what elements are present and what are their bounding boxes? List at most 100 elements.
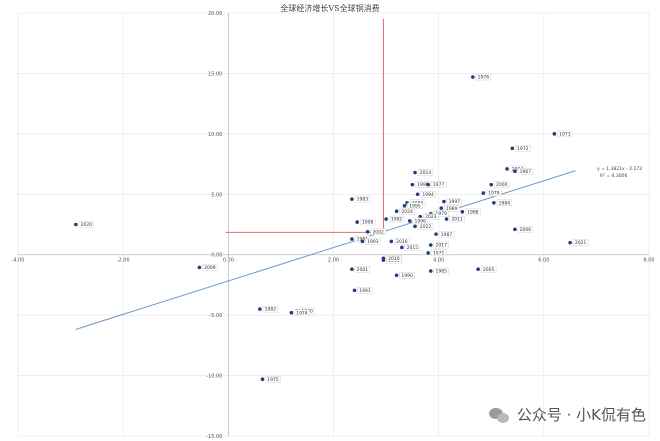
point-marker (350, 267, 354, 272)
point-label: 2020 (81, 222, 93, 228)
data-point-2021: 2021 (568, 239, 589, 246)
point-label-box (354, 195, 371, 203)
point-label: 1981 (357, 237, 369, 243)
x-tick-label: 8.00 (643, 258, 654, 264)
x-tick-label: -4.00 (12, 258, 25, 264)
x-tick-label: 4.00 (433, 258, 444, 264)
axes: -4.00 -2.00 0.00 2.00 4.00 6.00 8.00 -15.00 -10.… (12, 11, 655, 440)
point-marker (476, 267, 480, 272)
trendline (75, 170, 576, 330)
data-point-1972: 1972 (510, 145, 531, 152)
point-marker (381, 256, 386, 261)
point-marker (442, 199, 446, 204)
data-point-1973: 1973 (552, 130, 573, 138)
point-label: 1998 (362, 220, 374, 226)
point-marker (428, 269, 433, 273)
point-label-box (415, 181, 431, 188)
point-label: 2002 (372, 229, 384, 235)
point-label-box (357, 287, 373, 294)
point-label: 1967 (520, 169, 532, 175)
point-label-box (496, 199, 513, 206)
point-label: 1973 (559, 131, 571, 137)
point-marker (258, 307, 262, 311)
y-tick-label: 5.00 (211, 192, 222, 198)
point-label: 2024 (401, 209, 413, 215)
point-marker (360, 239, 365, 244)
data-point-2016: 2016 (389, 238, 410, 245)
point-label: 2001 (357, 267, 369, 273)
y-tick-label: -10.00 (206, 374, 222, 380)
chart-title: 全球经济增长VS全球铜消费 (280, 3, 379, 13)
y-tick-label: -5.00 (209, 313, 222, 319)
point-label: 2016 (396, 239, 408, 245)
point-label-box (386, 255, 402, 262)
point-label: 1995 (409, 203, 421, 209)
data-point-2005: 2005 (476, 266, 497, 273)
point-marker (460, 210, 465, 214)
point-label-box (365, 238, 381, 245)
point-marker (426, 251, 430, 255)
point-marker (413, 224, 417, 229)
y-tick-label: 20.00 (208, 11, 222, 17)
data-point-1997: 1997 (442, 198, 463, 205)
point-label-box (262, 305, 279, 313)
point-label-box (465, 208, 481, 216)
point-label: 2014 (420, 170, 432, 176)
point-marker (489, 182, 494, 187)
point-marker (428, 243, 433, 247)
data-point-1967: 1967 (513, 168, 534, 175)
data-point-1999: 1999 (410, 181, 431, 188)
data-point-1988: 1988 (460, 208, 481, 216)
point-label: 1983 (357, 197, 369, 203)
point-label: 2005 (483, 267, 495, 273)
point-marker (434, 232, 438, 236)
point-marker (439, 206, 444, 210)
data-point-1995: 1995 (402, 202, 423, 209)
point-label-box (407, 202, 423, 209)
point-label-box (433, 267, 449, 275)
point-marker (413, 170, 417, 175)
point-marker (289, 310, 294, 315)
point-label: 1991 (359, 288, 371, 294)
point-label: 1979 (436, 211, 448, 217)
point-label: 1999 (417, 182, 429, 188)
point-label-box (572, 239, 589, 246)
point-label: 2009 (204, 265, 216, 271)
point-label-box (444, 204, 460, 212)
point-label-box (475, 73, 492, 81)
point-label: 2011 (451, 217, 463, 223)
trendline-line (75, 170, 576, 330)
point-label-box (265, 375, 281, 383)
point-label-box (399, 272, 415, 279)
point-marker (426, 182, 430, 187)
data-point-2006: 2006 (513, 226, 534, 233)
data-point-1978: 1978 (481, 189, 502, 197)
point-label-box (354, 266, 371, 273)
watermark-text: 公众号 · 小K侃有色 (516, 406, 646, 424)
point-marker (389, 239, 394, 244)
point-label-box (404, 244, 421, 251)
point-label: 1978 (488, 191, 500, 197)
point-marker (444, 217, 449, 221)
trendline-r2: R² = 0.3006 (600, 173, 627, 179)
data-point-1971: 1971 (426, 249, 447, 257)
data-point-1975: 1975 (260, 375, 281, 383)
data-point-2014: 2014 (413, 169, 434, 176)
point-label: 2017 (436, 243, 448, 249)
data-point-2011: 2011 (444, 215, 465, 223)
point-label-box (370, 228, 386, 235)
point-label: 1982 (265, 307, 277, 313)
data-point-1985: 1985 (428, 267, 449, 275)
point-label-box (557, 130, 573, 138)
grid-lines (17, 12, 650, 437)
point-marker (384, 217, 388, 221)
x-tick-label: 2.00 (328, 258, 339, 264)
data-point-1974: 1974 (289, 309, 310, 316)
data-point-1992: 1992 (384, 215, 405, 223)
point-label: 1971 (433, 251, 445, 257)
point-marker (407, 219, 412, 223)
point-label-box (359, 218, 376, 226)
data-point-1977: 1977 (426, 181, 447, 188)
point-marker (402, 203, 407, 208)
